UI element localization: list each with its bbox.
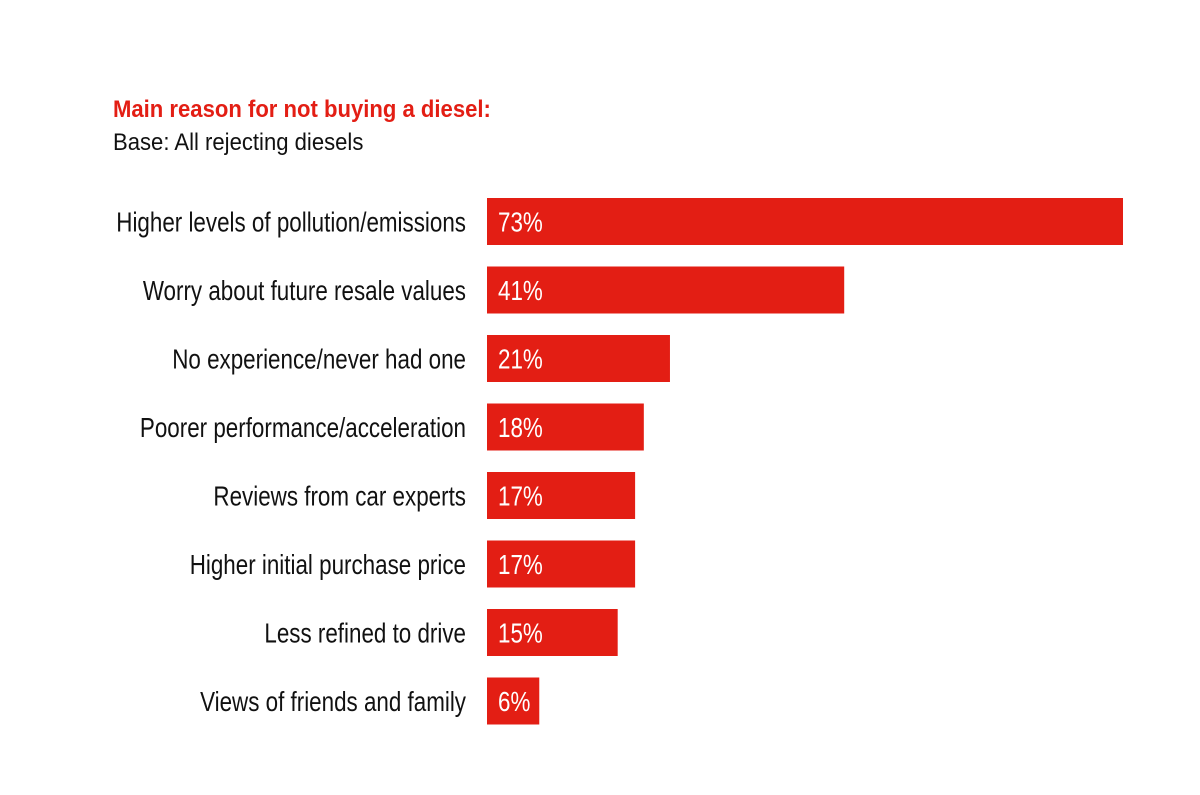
category-label: Views of friends and family [200,687,466,718]
category-label: Higher levels of pollution/emissions [116,207,466,238]
data-label: 6% [498,687,530,718]
bar [487,266,845,314]
chart-title: Main reason for not buying a diesel: [113,96,491,123]
bar [487,403,644,451]
category-label: Poorer performance/acceleration [140,413,466,444]
data-label: 18% [498,413,543,444]
category-label: Worry about future resale values [143,276,466,307]
bar [487,472,636,519]
data-label: 17% [498,550,543,581]
data-label: 41% [498,276,543,307]
bar [487,335,670,382]
bar [487,677,540,725]
category-label: Higher initial purchase price [190,550,466,581]
data-label: 15% [498,618,543,649]
category-label: Reviews from car experts [213,481,466,512]
category-label: Less refined to drive [264,618,466,649]
bar [487,609,618,656]
bar [487,198,1123,245]
data-label: 17% [498,481,543,512]
chart-subtitle: Base: All rejecting diesels [113,129,364,156]
bar [487,540,636,588]
category-label: No experience/never had one [172,344,466,375]
data-label: 21% [498,344,543,375]
data-label: 73% [498,207,543,238]
